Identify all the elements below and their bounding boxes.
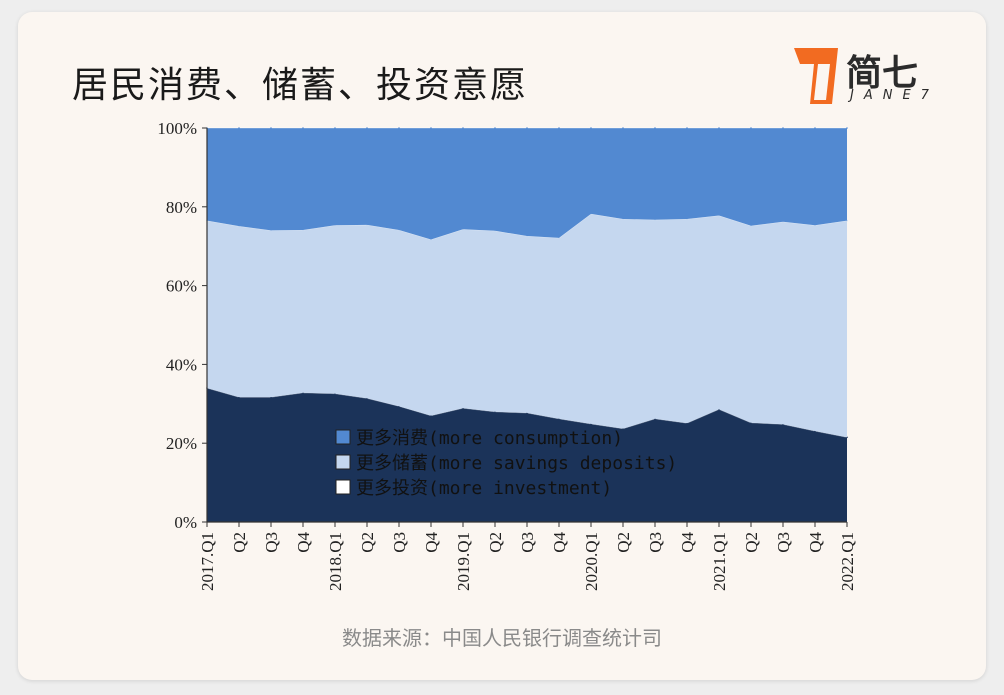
logo-icon xyxy=(794,48,838,104)
data-point xyxy=(430,127,432,129)
data-point xyxy=(622,127,624,129)
legend-label: 更多投资(more investment) xyxy=(356,478,612,499)
x-tick-label: Q3 xyxy=(646,532,665,553)
logo-subtext: JANE7 xyxy=(850,88,939,103)
x-tick-label: Q2 xyxy=(358,532,377,553)
data-point xyxy=(270,127,272,129)
x-tick-label: 2022.Q1 xyxy=(838,532,857,591)
y-tick-label: 0% xyxy=(174,513,197,532)
x-tick-label: 2017.Q1 xyxy=(198,532,217,591)
x-tick-label: 2018.Q1 xyxy=(326,532,345,591)
data-point xyxy=(686,127,688,129)
y-tick-label: 40% xyxy=(166,355,197,374)
x-tick-label: Q4 xyxy=(294,532,313,553)
logo-text: 简七 xyxy=(846,53,919,94)
data-point xyxy=(526,127,528,129)
legend-swatch xyxy=(335,429,351,445)
data-point xyxy=(494,127,496,129)
x-tick-label: Q3 xyxy=(390,532,409,553)
x-tick-label: Q3 xyxy=(518,532,537,553)
x-tick-label: Q2 xyxy=(614,532,633,553)
area-series-2 xyxy=(207,128,847,240)
data-point xyxy=(334,127,336,129)
legend-label: 更多消费(more consumption) xyxy=(356,428,623,449)
y-tick-label: 80% xyxy=(166,198,197,217)
x-tick-label: 2021.Q1 xyxy=(710,532,729,591)
x-tick-label: Q4 xyxy=(678,532,697,553)
x-tick-label: Q3 xyxy=(262,532,281,553)
x-tick-label: Q3 xyxy=(774,532,793,553)
area-series-0 xyxy=(207,388,847,522)
data-point xyxy=(846,127,848,129)
x-tick-label: Q2 xyxy=(230,532,249,553)
data-point xyxy=(558,127,560,129)
data-point xyxy=(654,127,656,129)
x-tick-label: Q2 xyxy=(742,532,761,553)
data-point xyxy=(366,127,368,129)
data-point xyxy=(398,127,400,129)
y-tick-label: 100% xyxy=(157,119,197,138)
area-series-1 xyxy=(207,213,847,438)
y-tick-label: 60% xyxy=(166,277,197,296)
x-tick-label: Q2 xyxy=(486,532,505,553)
legend-swatch xyxy=(335,454,351,470)
data-point xyxy=(590,127,592,129)
data-point xyxy=(814,127,816,129)
x-tick-label: Q4 xyxy=(422,532,441,553)
data-point xyxy=(718,127,720,129)
data-point xyxy=(782,127,784,129)
data-point xyxy=(750,127,752,129)
legend-swatch xyxy=(335,479,351,495)
data-point xyxy=(238,127,240,129)
x-tick-label: Q4 xyxy=(550,532,569,553)
page-title: 居民消费、储蓄、投资意愿 xyxy=(72,65,529,106)
x-tick-label: 2019.Q1 xyxy=(454,532,473,591)
source-note: 数据来源：中国人民银行调查统计司 xyxy=(342,626,662,650)
data-point xyxy=(302,127,304,129)
data-point xyxy=(462,127,464,129)
y-tick-label: 20% xyxy=(166,434,197,453)
x-tick-label: 2020.Q1 xyxy=(582,532,601,591)
legend-label: 更多储蓄(more savings deposits) xyxy=(356,453,677,474)
x-tick-label: Q4 xyxy=(806,532,825,553)
